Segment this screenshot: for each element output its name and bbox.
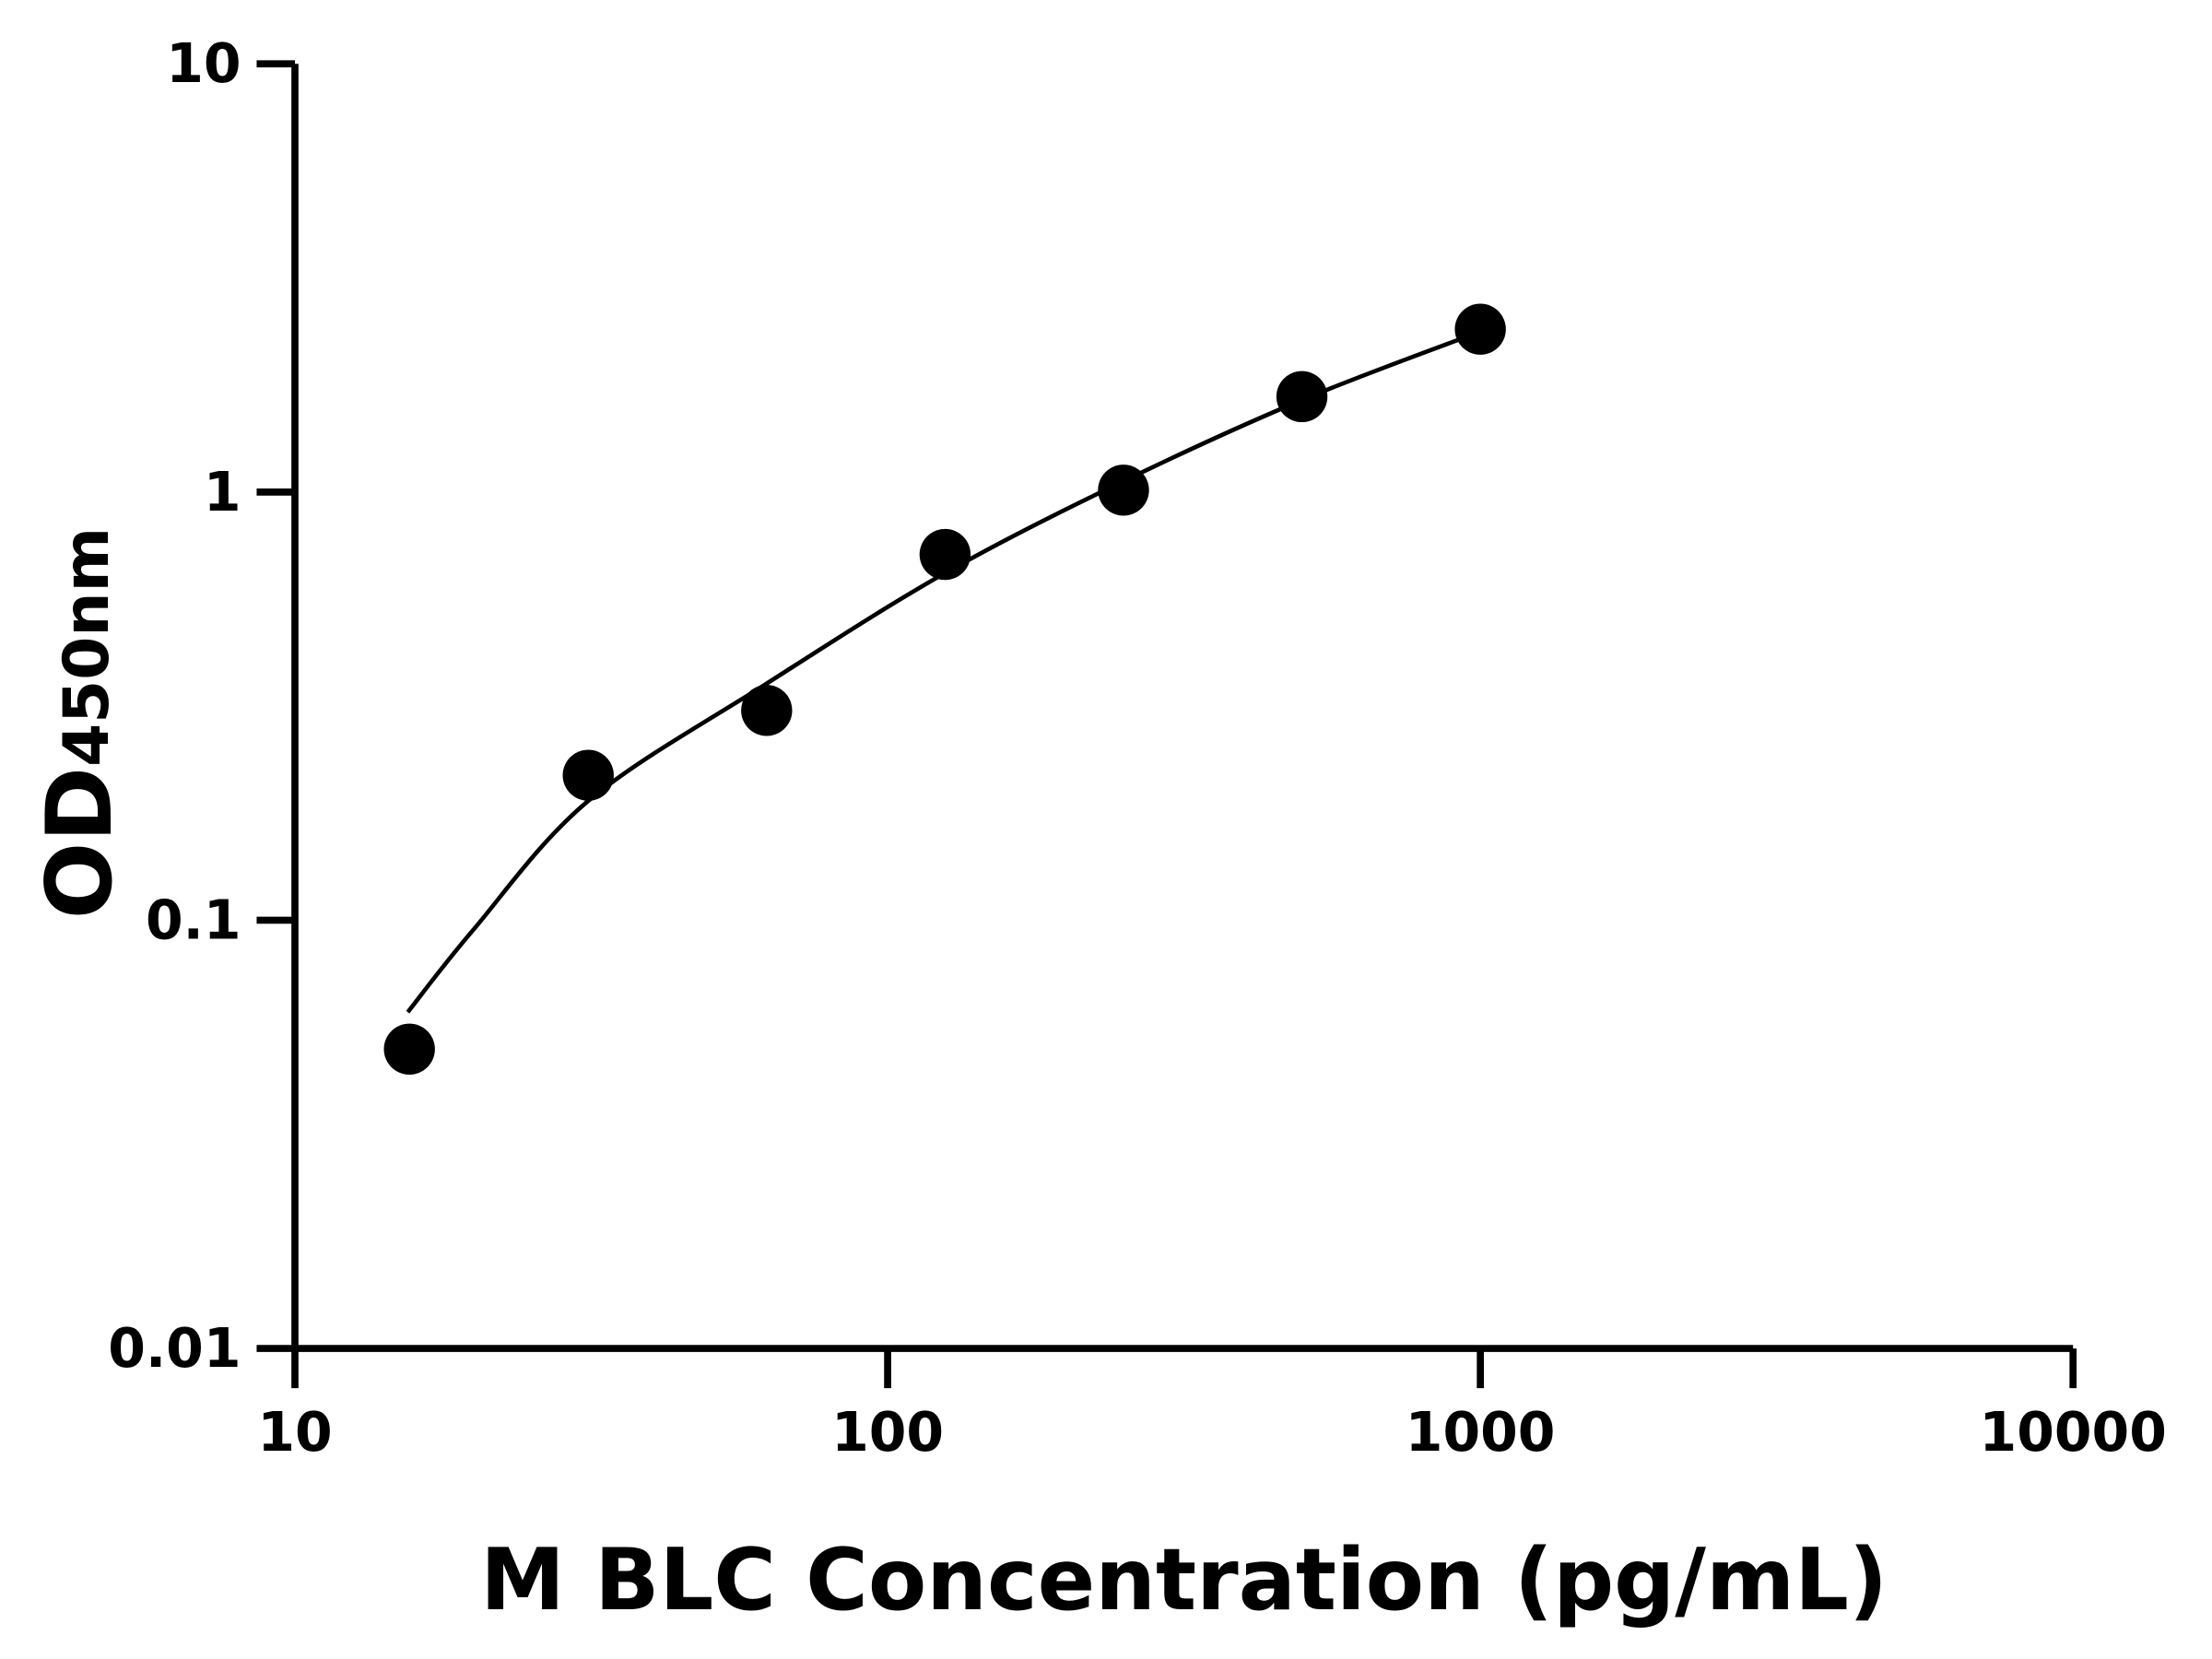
ticks: 0.01 0.1 1 10 10 100 1000 10000 bbox=[108, 32, 2167, 1464]
y-tick-label: 0.01 bbox=[108, 1317, 241, 1380]
y-tick-label: 1 bbox=[204, 461, 241, 524]
data-point bbox=[383, 1023, 435, 1076]
data-point bbox=[919, 528, 971, 581]
data-point bbox=[1276, 371, 1328, 423]
data-point bbox=[741, 685, 793, 736]
fit-curve bbox=[406, 329, 1481, 1014]
data-points bbox=[383, 303, 1506, 1076]
data-point bbox=[562, 749, 614, 801]
y-axis-label-main: OD bbox=[28, 767, 133, 919]
x-tick-label: 100 bbox=[831, 1401, 944, 1464]
x-tick-label: 10000 bbox=[1980, 1401, 2167, 1464]
y-tick-label: 0.1 bbox=[146, 888, 241, 951]
y-tick-label: 10 bbox=[166, 32, 241, 95]
y-axis-label: OD450nm bbox=[28, 527, 133, 919]
data-point bbox=[1098, 465, 1149, 516]
data-point bbox=[1454, 303, 1506, 355]
x-tick-label: 10 bbox=[257, 1401, 332, 1464]
axes bbox=[291, 64, 2074, 1352]
x-axis-label: M BLC Concentration (pg/mL) bbox=[480, 1530, 1888, 1630]
x-tick-label: 1000 bbox=[1406, 1401, 1556, 1464]
y-axis-label-sub: 450nm bbox=[50, 527, 123, 767]
